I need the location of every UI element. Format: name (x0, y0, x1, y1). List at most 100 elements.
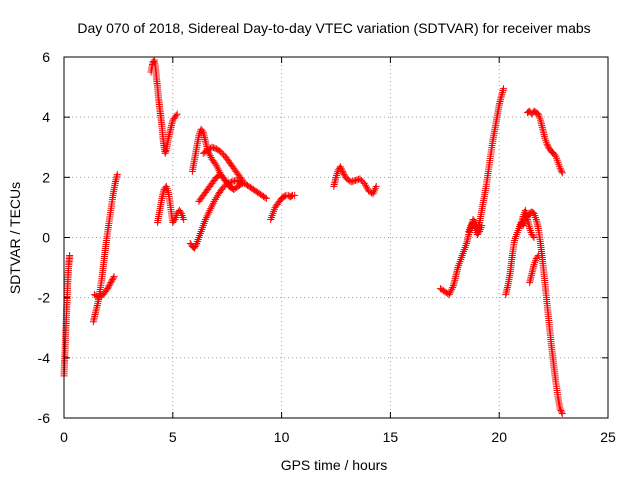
data-point (237, 175, 245, 183)
data-point (211, 144, 219, 152)
data-point (544, 142, 552, 150)
data-point (291, 191, 299, 199)
x-tick-label: 20 (491, 429, 507, 445)
data-point (336, 163, 344, 171)
y-tick-label: 6 (42, 49, 50, 65)
data-point (529, 232, 537, 240)
data-point (205, 208, 213, 216)
y-tick-label: -4 (38, 350, 51, 366)
data-point (357, 176, 365, 184)
data-point (172, 112, 180, 120)
data-point (161, 149, 169, 157)
data-point (201, 215, 209, 223)
data-point (499, 86, 507, 94)
series-segment-2 (89, 170, 121, 326)
data-point (558, 167, 566, 175)
data-point (500, 85, 508, 93)
data-point (202, 214, 210, 222)
data-point (449, 283, 457, 291)
data-point (208, 203, 216, 211)
data-point (543, 140, 551, 148)
data-point (238, 176, 246, 184)
data-point (191, 244, 199, 252)
series-segment-17 (523, 107, 566, 177)
series-segment-15 (517, 206, 538, 241)
data-point (208, 201, 216, 209)
data-point (198, 127, 206, 135)
data-point (332, 173, 340, 181)
data-point (338, 166, 346, 174)
data-point (173, 110, 181, 118)
data-point (445, 291, 453, 299)
data-point (209, 144, 217, 152)
data-point (356, 175, 364, 183)
data-point (337, 164, 345, 172)
series-segment-9 (195, 170, 238, 205)
data-point (447, 287, 455, 295)
data-point (558, 408, 566, 416)
y-axis-ticks: -6 -4 -2 0 2 4 6 (38, 49, 608, 426)
data-point (162, 148, 170, 156)
data-point (108, 276, 116, 284)
data-point (109, 274, 117, 282)
y-axis-label: SDTVAR / TECUs (7, 182, 23, 294)
data-point (262, 194, 270, 202)
series-segment-10 (267, 191, 299, 223)
x-tick-label: 5 (169, 429, 177, 445)
data-point (261, 193, 269, 201)
data-point (339, 167, 347, 175)
y-tick-label: 2 (42, 169, 50, 185)
data-point (347, 178, 355, 186)
data-point (232, 176, 240, 184)
data-point (448, 285, 456, 293)
series-segment-16 (526, 252, 542, 287)
data-point (530, 234, 538, 241)
data-point (475, 229, 483, 237)
series-segment-13 (465, 218, 486, 238)
data-point (558, 169, 566, 177)
data-point (206, 206, 214, 214)
data-point (233, 177, 241, 185)
data-point (353, 176, 361, 184)
data-point (556, 405, 564, 413)
data-point (113, 170, 121, 178)
series-segment-8 (199, 143, 246, 184)
data-point (446, 289, 454, 297)
data-point (192, 241, 200, 249)
data-points (60, 56, 566, 417)
x-axis-ticks: 0 5 10 15 20 25 (60, 57, 616, 445)
series-segment-1 (60, 252, 74, 380)
y-tick-label: 0 (42, 230, 50, 246)
data-point (208, 143, 216, 151)
x-tick-label: 0 (60, 429, 68, 445)
data-point (218, 149, 226, 157)
data-point (203, 212, 211, 220)
data-point (557, 166, 565, 174)
data-point (214, 165, 222, 173)
data-point (107, 279, 115, 287)
data-point (191, 243, 199, 251)
data-point (534, 252, 542, 260)
series-segment-5 (154, 182, 188, 226)
data-point (176, 208, 184, 216)
data-point (340, 170, 348, 178)
data-point (105, 282, 113, 290)
data-point (287, 192, 295, 200)
data-point (350, 177, 358, 185)
data-point (106, 280, 114, 288)
data-point (66, 252, 74, 260)
data-point (212, 161, 220, 169)
y-tick-label: -2 (38, 290, 51, 306)
data-point (204, 210, 212, 218)
x-tick-label: 25 (600, 429, 616, 445)
data-point (556, 164, 564, 172)
data-point (533, 253, 541, 261)
data-point (558, 409, 566, 417)
data-point (478, 221, 486, 229)
x-axis-label: GPS time / hours (281, 457, 388, 473)
series-segment-3 (90, 273, 118, 302)
data-point (207, 205, 215, 213)
series-segment-11 (330, 163, 380, 198)
data-point (110, 273, 118, 281)
